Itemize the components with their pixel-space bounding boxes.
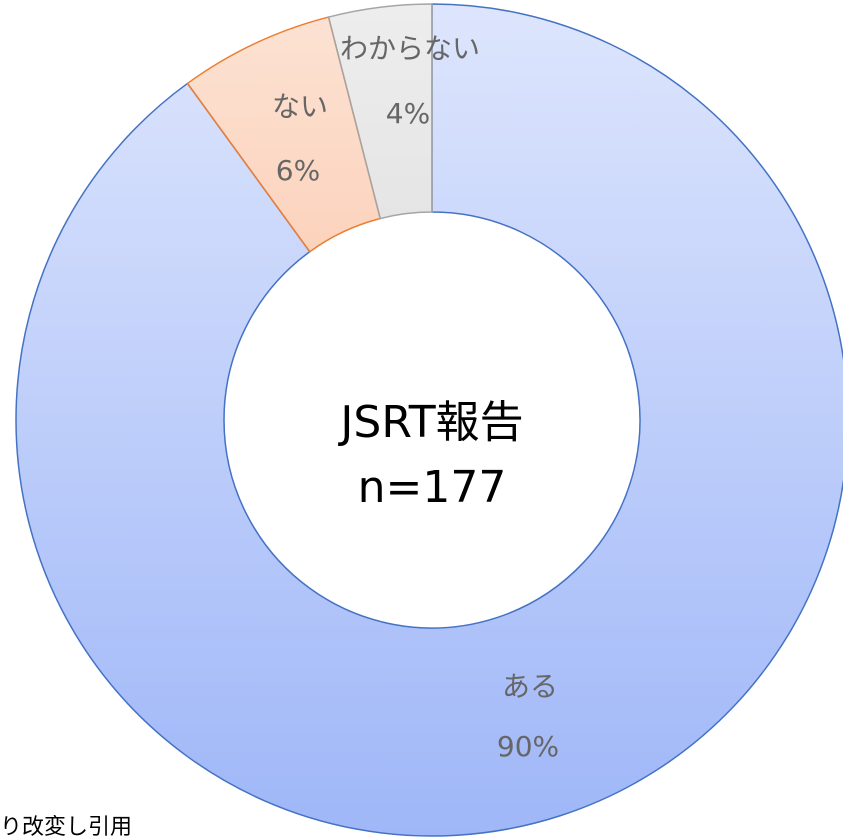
slice-label: ない [272,90,328,123]
slice-value-label: 4% [386,97,430,130]
slice-label: ある [502,670,558,703]
donut-slice [15,3,843,837]
slice-value-label: 90% [497,730,559,763]
slice-value-label: 6% [276,154,320,187]
donut-slice [327,3,433,220]
center-text: n=177 [358,462,507,513]
center-text: JSRT報告 [337,397,523,448]
footnote: り改変し引用 [0,815,132,838]
slice-label: わからない [340,32,480,65]
